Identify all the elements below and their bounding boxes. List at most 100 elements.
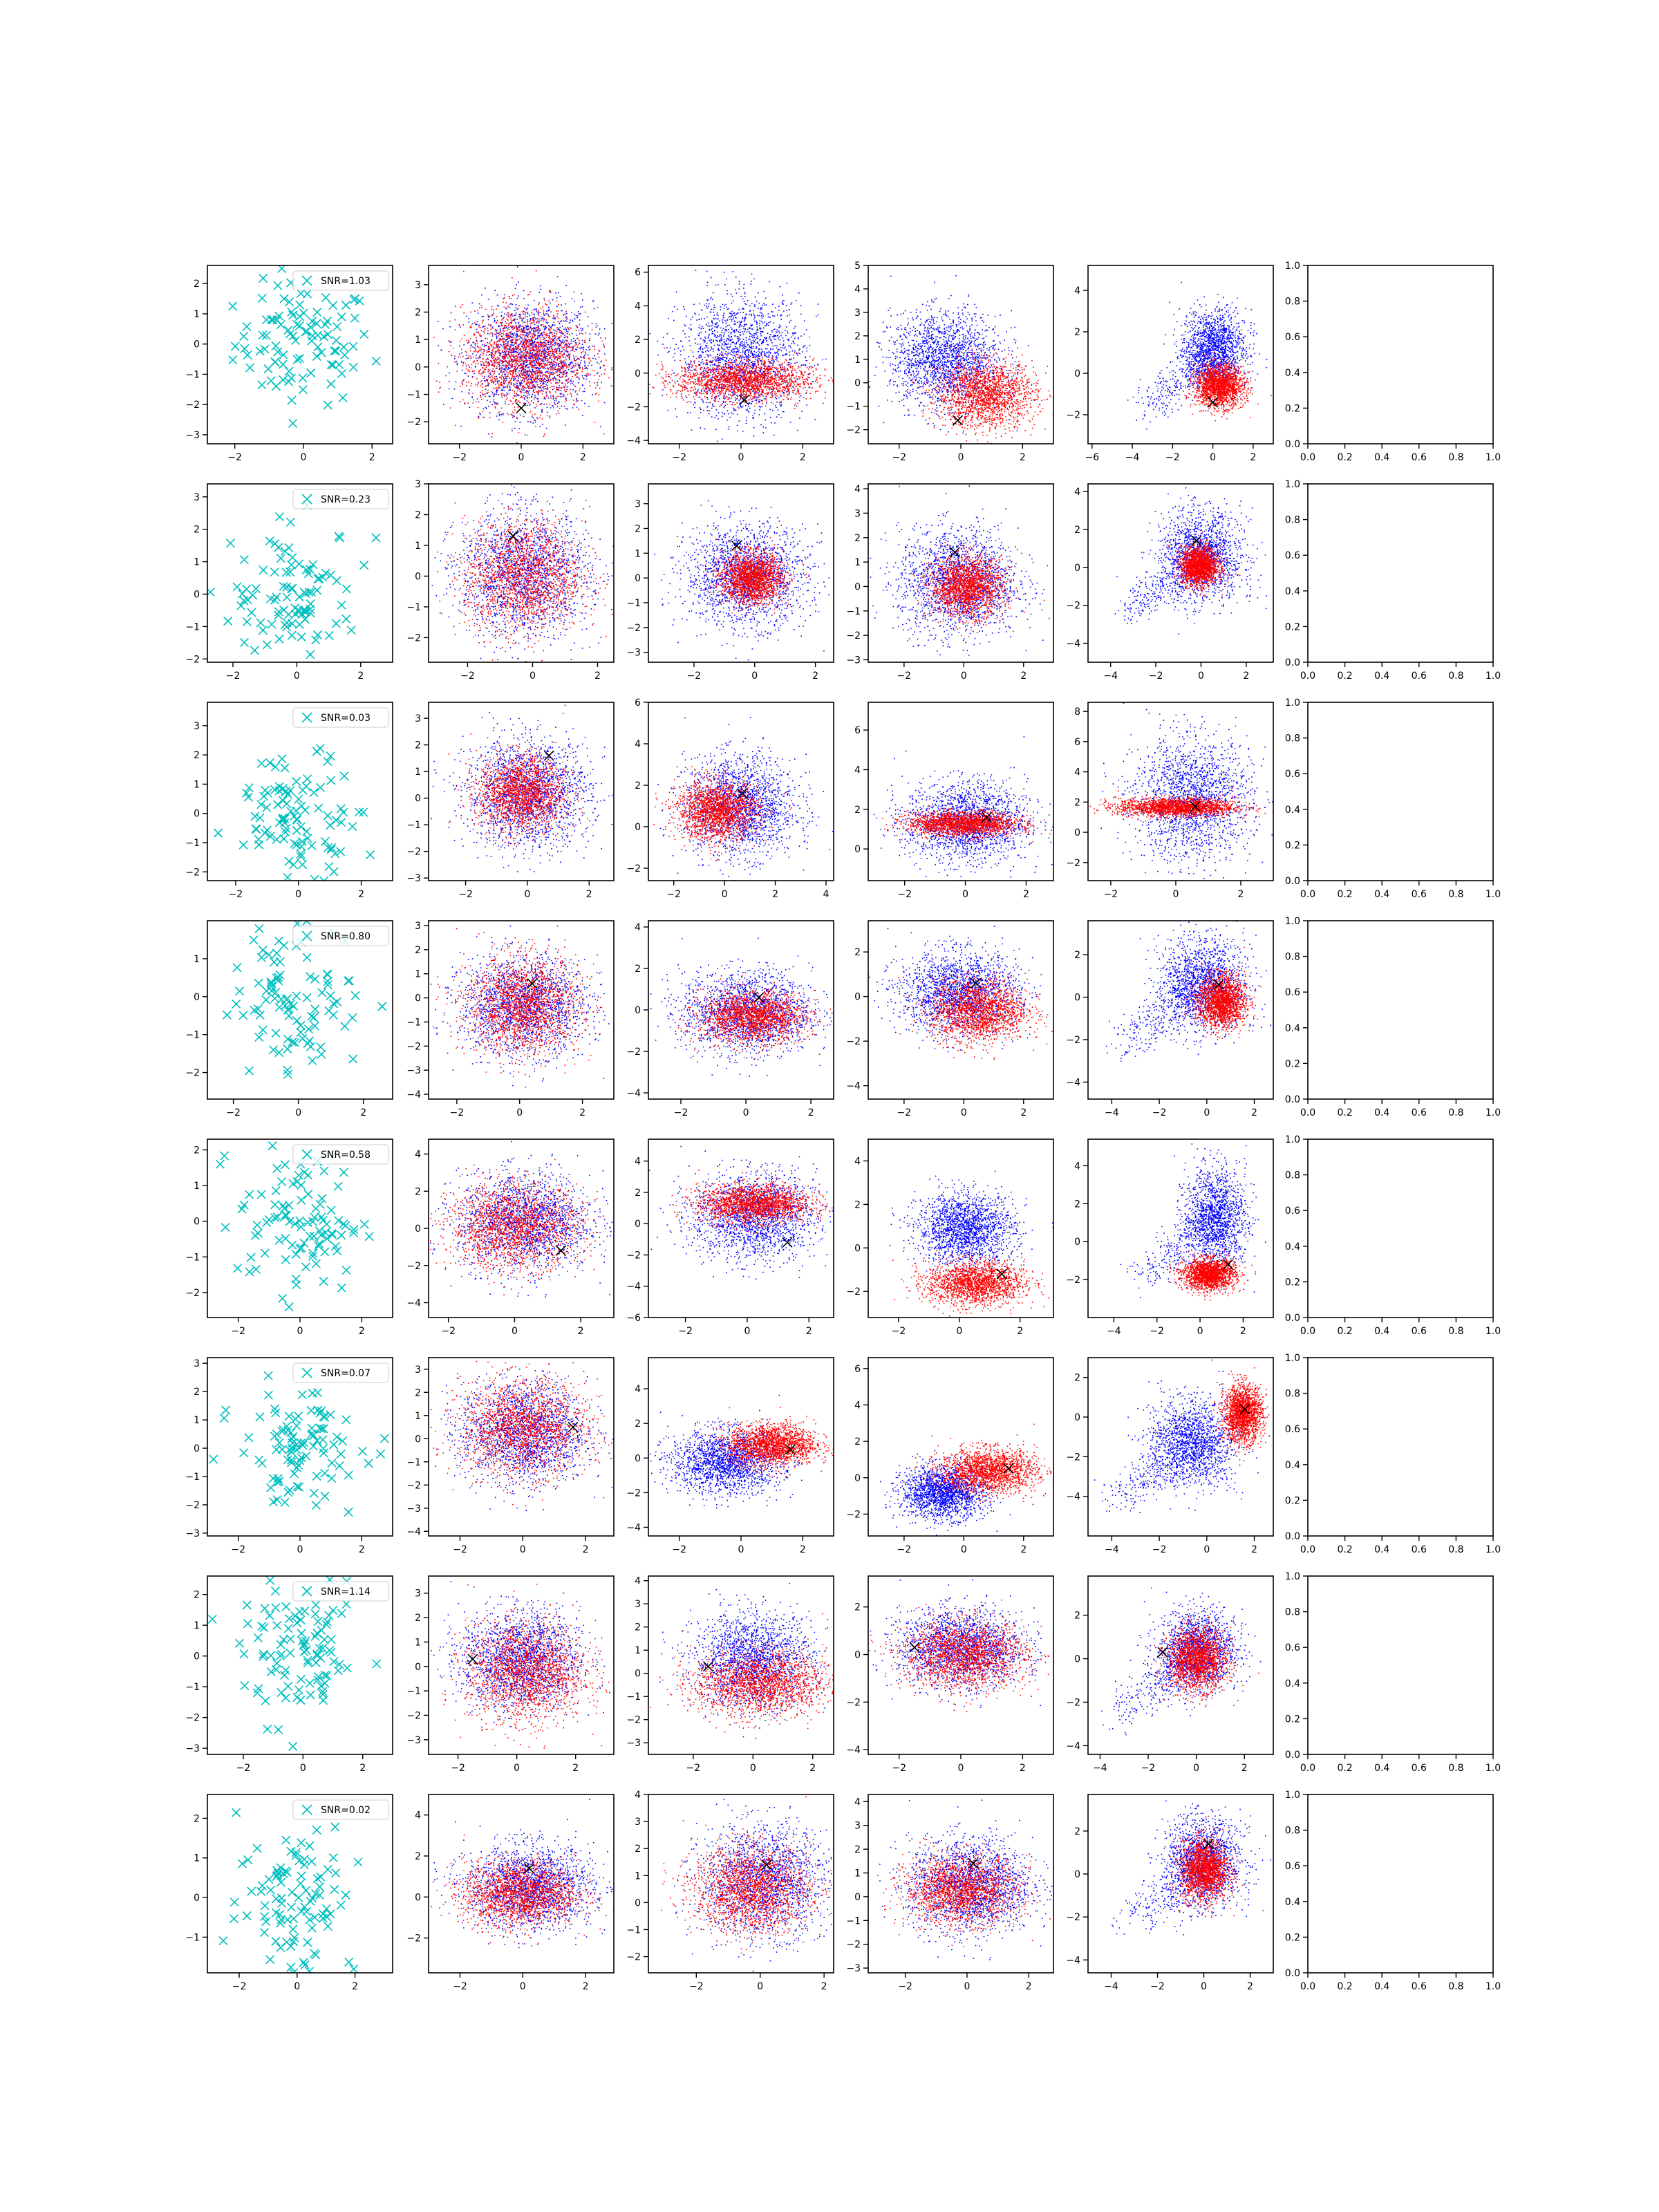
y-tick-label: −4 [1066, 1492, 1080, 1503]
x-tick-label: 0 [738, 1544, 744, 1555]
x-tick-label: 2 [800, 452, 806, 463]
y-tick-label: 0 [635, 1219, 641, 1230]
y-tick-label: 4 [854, 1400, 861, 1411]
x-tick-label: 0 [958, 452, 964, 463]
y-tick-label: 0.4 [1285, 805, 1300, 816]
x-tick-label: 0.2 [1337, 1544, 1352, 1555]
y-tick-label: −3 [185, 1528, 200, 1539]
y-tick-label: 2 [415, 1613, 421, 1624]
y-tick-label: −4 [626, 1088, 641, 1099]
y-tick-label: 0.0 [1285, 657, 1300, 668]
x-tick-label: 0.2 [1337, 671, 1352, 682]
y-tick-label: 2 [415, 1851, 421, 1862]
x-tick-label: −2 [451, 1763, 465, 1774]
x-tick-label: 0 [962, 889, 968, 900]
x-tick-label: −2 [232, 1981, 247, 1992]
y-tick-label: 0 [635, 822, 641, 833]
x-tick-label: −2 [452, 452, 467, 463]
x-tick-label: 1.0 [1485, 1326, 1501, 1337]
y-tick-label: 0 [854, 1243, 861, 1254]
x-tick-label: −2 [666, 889, 681, 900]
y-tick-label: 1 [854, 355, 861, 366]
y-tick-label: 4 [1074, 1161, 1080, 1172]
x-tick-label: 2 [772, 889, 778, 900]
x-tick-label: 0.4 [1374, 671, 1389, 682]
y-tick-label: −2 [1066, 1697, 1080, 1708]
y-tick-label: 2 [415, 307, 421, 318]
y-tick-label: 2 [635, 335, 641, 346]
y-tick-label: −4 [1066, 639, 1080, 650]
x-tick-label: −2 [226, 671, 241, 682]
y-tick-label: 6 [854, 1364, 861, 1375]
y-tick-label: 1 [415, 541, 421, 552]
y-tick-label: 0.2 [1285, 1058, 1300, 1069]
x-tick-label: 2 [1020, 452, 1026, 463]
x-tick-label: 2 [359, 1763, 366, 1774]
x-tick-label: 2 [1020, 1107, 1027, 1118]
axes-background [1088, 702, 1273, 881]
y-tick-label: −1 [185, 838, 200, 849]
y-tick-label: −3 [846, 1963, 861, 1974]
x-tick-label: 0 [520, 1981, 526, 1992]
y-tick-label: 1.0 [1285, 1571, 1300, 1582]
panel-r7-c4: −2 0 2−4−202 [846, 1576, 1094, 1774]
x-tick-label: 4 [823, 889, 830, 900]
y-tick-label: 0 [194, 1651, 200, 1662]
panel-r8-c5: −4 −2 0 2−4−202 [1066, 1790, 1273, 1992]
x-tick-label: −2 [453, 1981, 467, 1992]
y-tick-label: −1 [626, 1924, 641, 1936]
y-tick-label: 4 [1074, 767, 1080, 778]
x-tick-label: 0.8 [1448, 1326, 1463, 1337]
y-tick-label: 0 [1074, 827, 1080, 838]
y-tick-label: 4 [854, 484, 861, 495]
y-tick-label: 0.2 [1285, 1495, 1300, 1506]
y-tick-label: 0.6 [1285, 1861, 1300, 1872]
y-tick-label: −2 [626, 863, 641, 874]
x-tick-label: 1.0 [1485, 1107, 1501, 1118]
x-tick-label: 0 [958, 1763, 964, 1774]
y-tick-label: 2 [1074, 327, 1080, 338]
y-tick-label: 2 [635, 1622, 641, 1633]
y-tick-label: 3 [415, 479, 421, 490]
y-tick-label: 1 [415, 1411, 421, 1422]
y-tick-label: 0 [1074, 993, 1080, 1004]
x-tick-label: 2 [572, 1763, 579, 1774]
y-tick-label: −3 [406, 1503, 421, 1515]
y-tick-label: −1 [846, 1915, 861, 1927]
x-tick-label: 1.0 [1485, 1763, 1501, 1774]
y-tick-label: 2 [415, 1186, 421, 1197]
y-tick-label: −2 [1066, 1912, 1080, 1923]
y-tick-label: 0 [635, 368, 641, 379]
x-tick-label: 0.6 [1412, 889, 1427, 900]
x-tick-label: 0.0 [1300, 1544, 1315, 1555]
axes-background [207, 921, 393, 1099]
x-tick-label: 0 [518, 452, 525, 463]
y-tick-label: −2 [846, 1509, 861, 1520]
y-tick-label: 0.6 [1285, 332, 1300, 343]
x-tick-label: 2 [358, 889, 364, 900]
y-tick-label: 0.8 [1285, 952, 1300, 963]
y-tick-label: 0.2 [1285, 840, 1300, 851]
y-tick-label: −4 [626, 1522, 641, 1533]
y-tick-label: 0 [635, 1669, 641, 1680]
y-tick-label: 1 [415, 1637, 421, 1648]
y-tick-label: 0.2 [1285, 1277, 1300, 1288]
y-tick-label: 2 [1074, 1199, 1080, 1210]
x-tick-label: −2 [236, 1763, 251, 1774]
y-tick-label: −2 [626, 1488, 641, 1499]
axes-background [1308, 1576, 1493, 1754]
x-tick-label: 0.6 [1412, 1326, 1427, 1337]
y-tick-label: 1.0 [1285, 261, 1300, 272]
panel-r7-c6: 0.0 0.2 0.4 0.6 0.8 1.00.00.20.40.60.81.0 [1285, 1571, 1501, 1774]
y-tick-label: 6 [854, 725, 861, 736]
